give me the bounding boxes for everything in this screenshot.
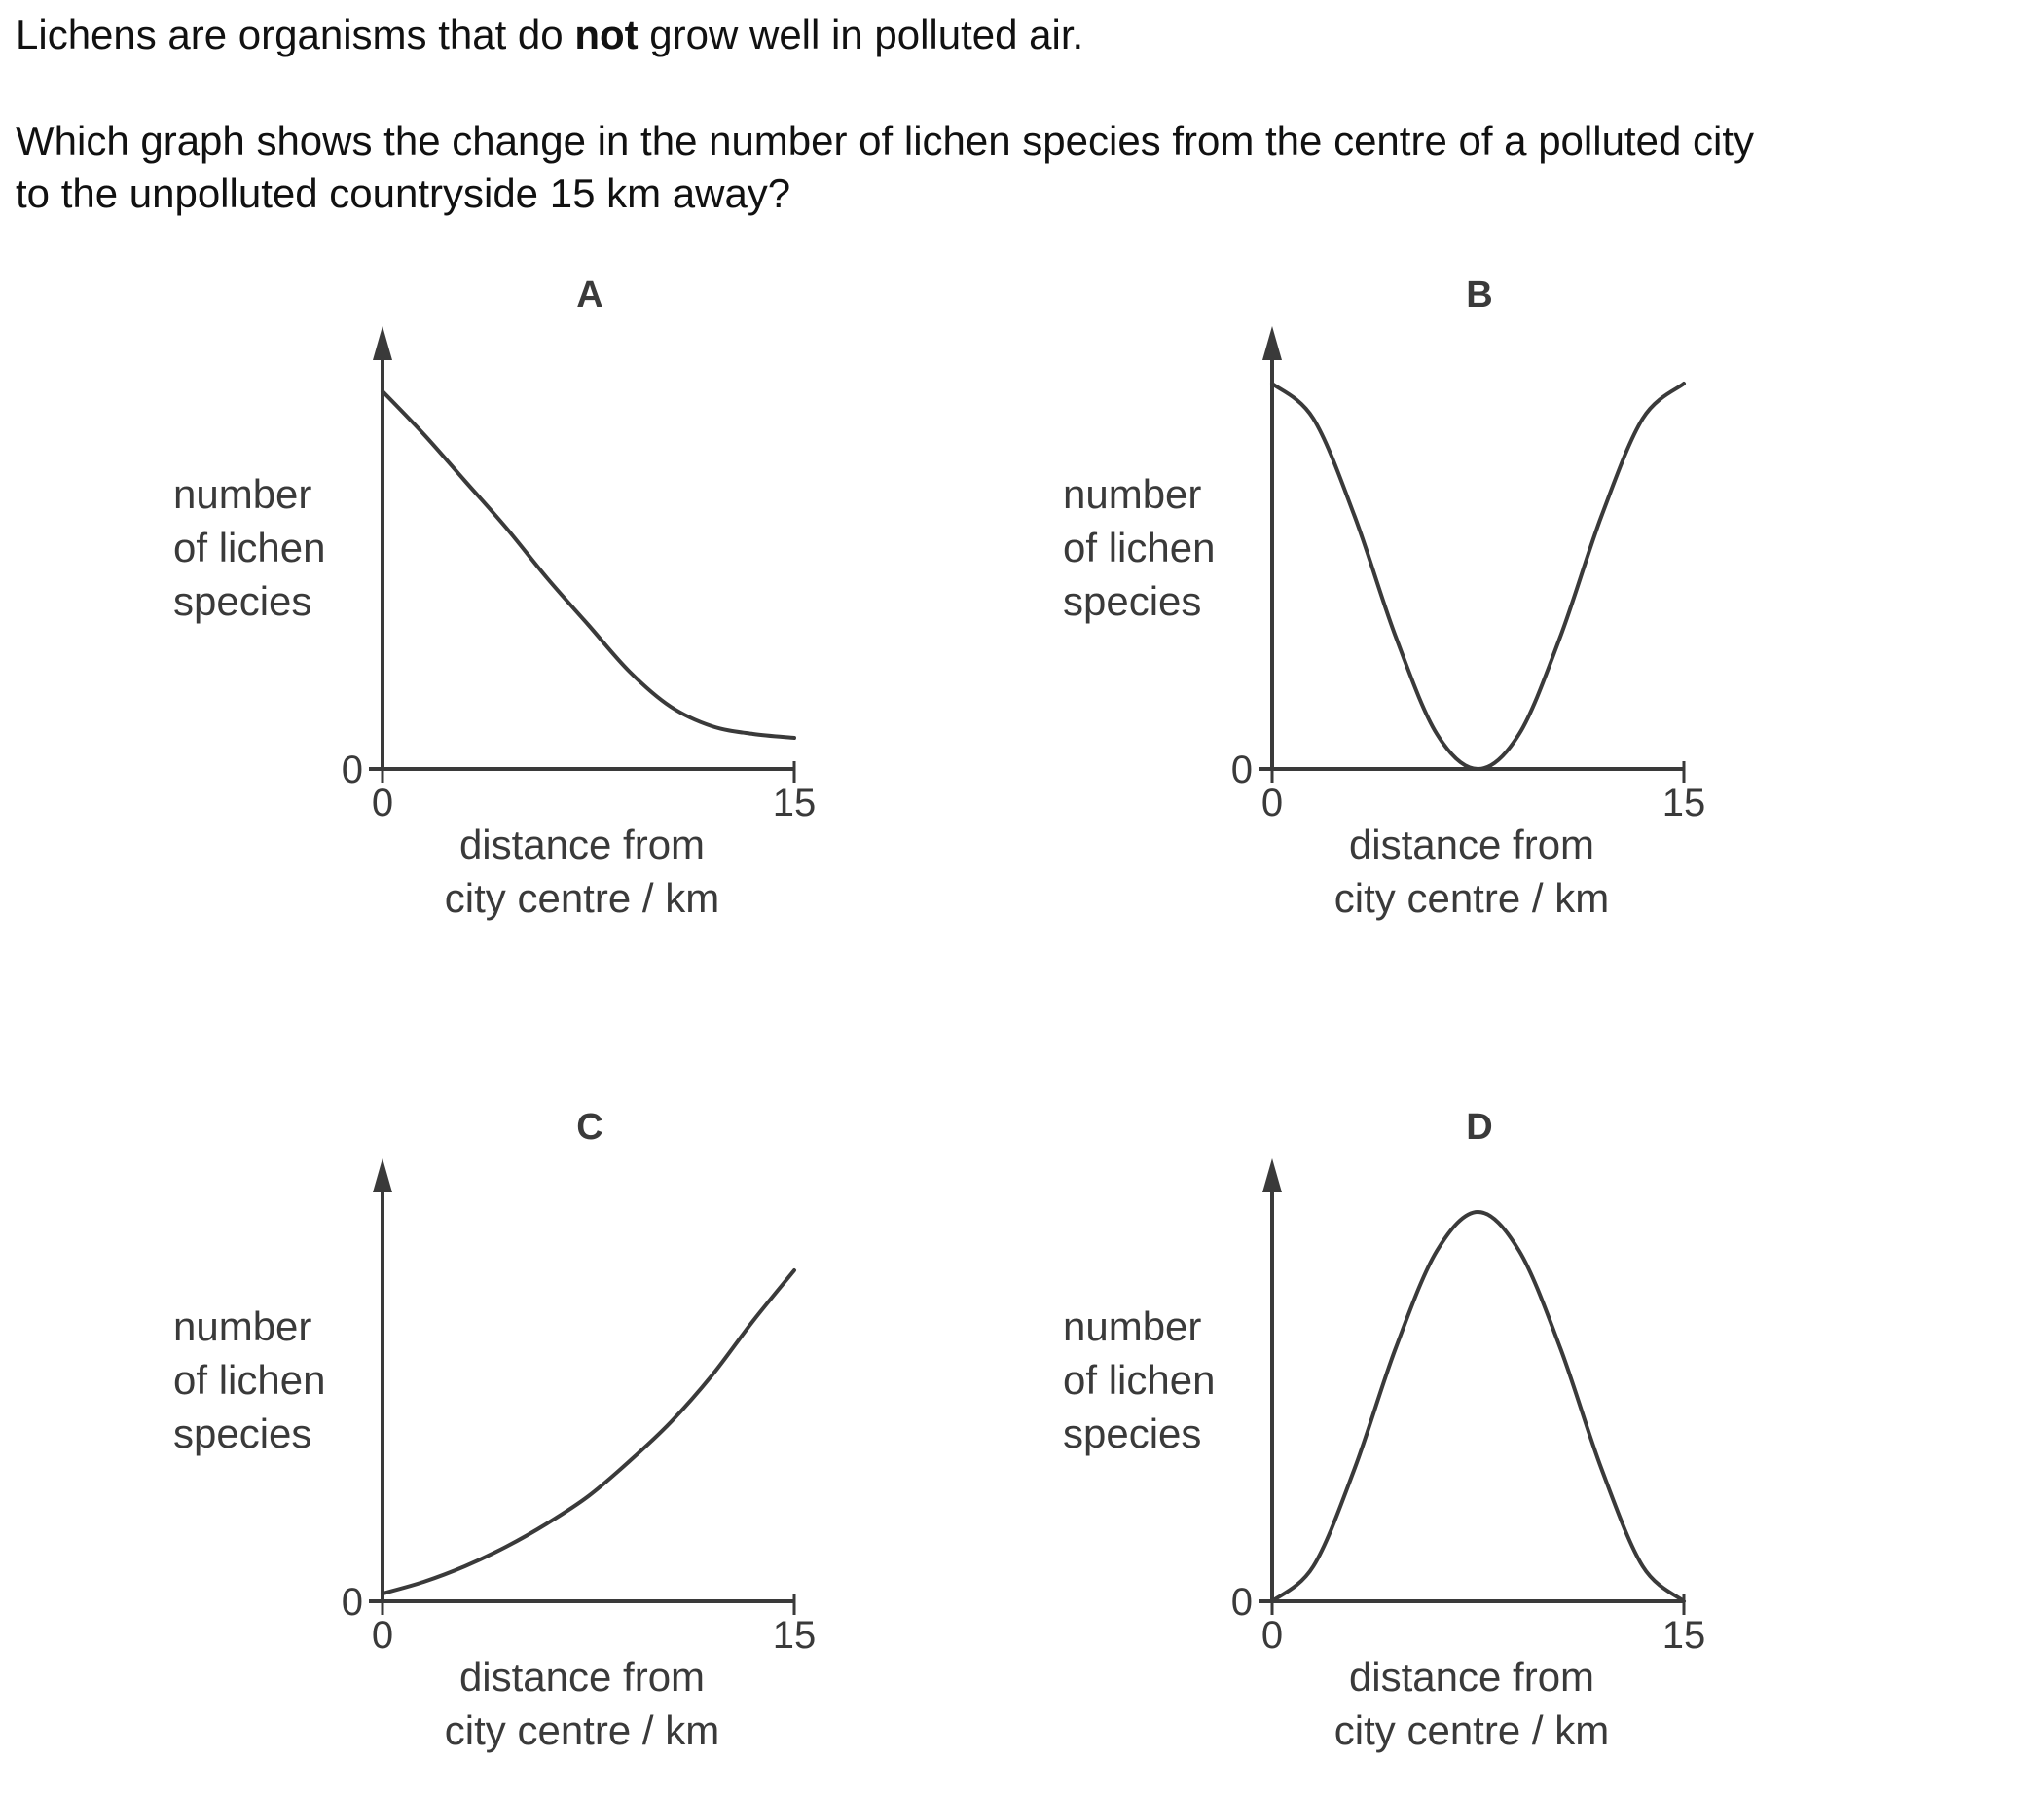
intro-text-emphasis: not (574, 12, 639, 57)
intro-text-start: Lichens are organisms that do (16, 12, 575, 57)
question-line-1: Which graph shows the change in the numb… (16, 118, 1754, 164)
series-line (381, 1268, 796, 1595)
graph-title: D (1466, 1107, 1492, 1148)
graph-title: A (576, 275, 602, 315)
y-axis-label: number (1063, 1303, 1201, 1349)
y-axis-label: species (1063, 1411, 1201, 1456)
y-axis-label: of lichen (173, 1357, 325, 1403)
y-axis-arrow (373, 1158, 392, 1192)
x-axis-label: distance from (459, 822, 705, 867)
graph-b: B 00 15 number of lichen species distance from… (1063, 275, 1705, 921)
series-line (1270, 382, 1686, 771)
x-tick-label: 15 (773, 782, 817, 825)
x-tick-label: 0 (372, 1614, 393, 1657)
y-tick-label: 0 (342, 1581, 363, 1624)
intro-text-end: grow well in polluted air. (638, 12, 1084, 57)
y-tick-label: 0 (342, 749, 363, 791)
y-axis-label: of lichen (1063, 525, 1215, 570)
y-axis-label: number (173, 471, 311, 517)
x-tick-label: 15 (1662, 782, 1706, 825)
x-tick-label: 15 (1662, 1614, 1706, 1657)
y-axis-arrow (373, 326, 392, 360)
question-text: Which graph shows the change in the numb… (16, 115, 2021, 220)
x-axis-label: distance from (1349, 822, 1594, 867)
series-line (1270, 1210, 1686, 1603)
series-line (381, 389, 796, 740)
y-axis-label: number (173, 1303, 311, 1349)
graph-title: C (576, 1107, 602, 1148)
x-tick-label: 15 (773, 1614, 817, 1657)
graph-a: A 00 15 number of lichen species distance from… (173, 275, 816, 921)
x-axis-label: city centre / km (445, 875, 719, 921)
graph-c: C 00 15 number of lichen species distance from… (173, 1107, 816, 1753)
y-axis-label: species (173, 578, 311, 624)
intro-text: Lichens are organisms that do not grow w… (16, 12, 1083, 58)
x-tick-label: 0 (1261, 1614, 1283, 1657)
y-axis-label: species (1063, 578, 1201, 624)
y-axis-label: of lichen (173, 525, 325, 570)
x-axis-label: city centre / km (1334, 1707, 1609, 1753)
graph-d: D 00 15 number of lichen species distance from… (1063, 1107, 1705, 1753)
y-axis-arrow (1262, 326, 1282, 360)
question-line-2: to the unpolluted countryside 15 km away… (16, 170, 791, 216)
y-axis-label: of lichen (1063, 1357, 1215, 1403)
y-axis-label: species (173, 1411, 311, 1456)
x-axis-label: city centre / km (445, 1707, 719, 1753)
x-axis-label: distance from (459, 1654, 705, 1700)
x-tick-label: 0 (1261, 782, 1283, 825)
y-tick-label: 0 (1231, 749, 1253, 791)
graph-title: B (1466, 275, 1492, 315)
y-tick-label: 0 (1231, 1581, 1253, 1624)
x-axis-label: city centre / km (1334, 875, 1609, 921)
x-tick-label: 0 (372, 782, 393, 825)
y-axis-arrow (1262, 1158, 1282, 1192)
x-axis-label: distance from (1349, 1654, 1594, 1700)
y-axis-label: number (1063, 471, 1201, 517)
